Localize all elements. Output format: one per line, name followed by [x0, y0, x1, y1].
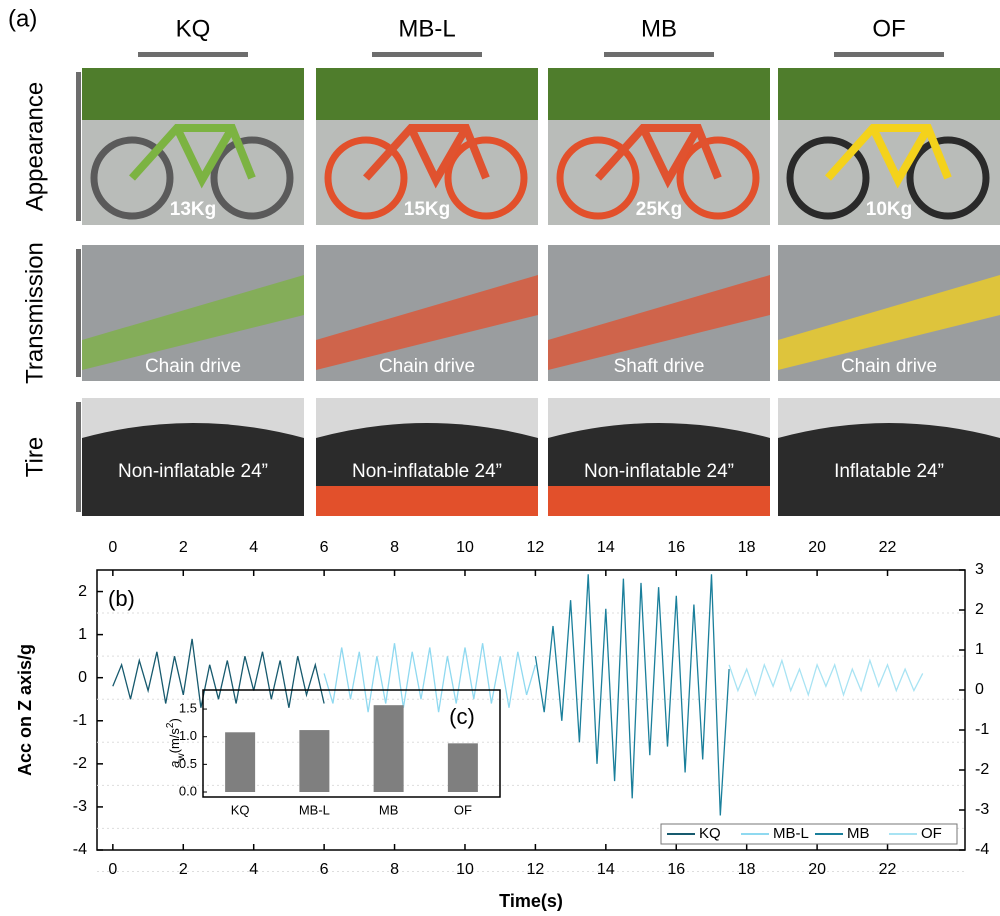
inset-x-tick-label: KQ: [231, 802, 250, 817]
x-tick-label: 14: [597, 861, 615, 878]
y2-tick-label: -2: [975, 761, 989, 778]
x-tick-label: 10: [456, 861, 474, 878]
inset-y-tick-label: 1.5: [179, 700, 197, 715]
x-tick-label: 2: [179, 861, 188, 878]
x-tick-label: 22: [879, 861, 897, 878]
x-top-tick-label: 2: [179, 539, 188, 556]
x-tick-label: 20: [808, 861, 826, 878]
x-top-tick-label: 22: [879, 539, 897, 556]
y2-tick-label: 1: [975, 641, 984, 658]
weight-caption: 10Kg: [866, 199, 912, 220]
photo-hedge: [316, 68, 538, 120]
bar: [374, 705, 404, 792]
y2-tick-label: 0: [975, 681, 984, 698]
panel-label: (b): [108, 586, 135, 611]
row-bar: [76, 249, 81, 377]
y2-tick-label: -1: [975, 721, 989, 738]
inset-y-axis-title-part: ): [167, 718, 182, 722]
x-top-tick-label: 18: [738, 539, 756, 556]
y-tick-label: 2: [78, 583, 87, 600]
y-tick-label: -3: [73, 798, 87, 815]
y-tick-label: -4: [73, 841, 87, 858]
transmission-caption: Chain drive: [379, 356, 475, 377]
x-axis-title: Time(s): [499, 891, 563, 911]
y-tick-label: 0: [78, 669, 87, 686]
y2-tick-label: 2: [975, 601, 984, 618]
inset-x-tick-label: MB-L: [299, 802, 330, 817]
header-bar: [834, 52, 944, 57]
photo-rim: [548, 486, 770, 516]
x-tick-label: 18: [738, 861, 756, 878]
x-top-tick-label: 16: [667, 539, 685, 556]
y2-tick-label: -3: [975, 801, 989, 818]
data-line: [113, 639, 324, 708]
tire-caption: Non-inflatable 24”: [352, 461, 502, 482]
bar: [225, 732, 255, 792]
row-bar: [76, 72, 81, 221]
row-header: Appearance: [21, 82, 48, 211]
x-tick-label: 6: [320, 861, 329, 878]
y2-tick-label: -4: [975, 841, 989, 858]
panel-label: (c): [449, 704, 475, 729]
x-top-tick-label: 10: [456, 539, 474, 556]
column-header: MB: [641, 15, 677, 42]
plot-frame: [97, 570, 965, 850]
y-tick-label: -2: [73, 755, 87, 772]
row-bar: [76, 402, 81, 512]
tire-caption: Non-inflatable 24”: [118, 461, 268, 482]
inset-y-axis-title-part: a: [167, 761, 182, 768]
column-header: MB-L: [398, 15, 455, 42]
x-tick-label: 4: [249, 861, 258, 878]
data-line: [535, 574, 729, 815]
y-axis-title: Acc on Z axis/g: [15, 644, 35, 776]
header-bar: [604, 52, 714, 57]
column-header: KQ: [176, 15, 211, 42]
y-tick-label: -1: [73, 712, 87, 729]
panel-label: (a): [8, 5, 37, 32]
weight-caption: 25Kg: [636, 199, 682, 220]
x-top-tick-label: 14: [597, 539, 615, 556]
y2-tick-label: 3: [975, 561, 984, 578]
photo-hedge: [778, 68, 1000, 120]
x-top-tick-label: 12: [527, 539, 545, 556]
x-top-tick-label: 20: [808, 539, 826, 556]
legend-label: MB-L: [773, 825, 809, 842]
x-tick-label: 12: [527, 861, 545, 878]
data-line: [729, 661, 923, 695]
data-line: [324, 643, 535, 712]
legend-label: KQ: [699, 825, 721, 842]
bar: [448, 743, 478, 792]
tire-caption: Inflatable 24”: [834, 461, 944, 482]
x-tick-label: 8: [390, 861, 399, 878]
header-bar: [372, 52, 482, 57]
inset-y-axis-title-part: (m/s: [167, 728, 182, 754]
tire-caption: Non-inflatable 24”: [584, 461, 734, 482]
transmission-caption: Chain drive: [841, 356, 937, 377]
legend-label: OF: [921, 825, 942, 842]
figure: (a) KQ MB-L MB OF Appearance Transmission Tire 1…: [0, 0, 1000, 916]
weight-caption: 13Kg: [170, 199, 216, 220]
weight-caption: 15Kg: [404, 199, 450, 220]
x-tick-label: 0: [108, 861, 117, 878]
header-bar: [138, 52, 248, 57]
photo-hedge: [548, 68, 770, 120]
bar: [299, 730, 329, 792]
y-tick-label: 1: [78, 626, 87, 643]
legend-label: MB: [847, 825, 870, 842]
x-top-tick-label: 6: [320, 539, 329, 556]
row-header: Tire: [21, 437, 48, 477]
x-top-tick-label: 4: [249, 539, 258, 556]
x-top-tick-label: 8: [390, 539, 399, 556]
transmission-caption: Shaft drive: [614, 356, 705, 377]
x-tick-label: 16: [667, 861, 685, 878]
photo-rim: [316, 486, 538, 516]
inset-y-tick-label: 0.0: [179, 783, 197, 798]
row-header: Transmission: [21, 242, 48, 384]
inset-x-tick-label: MB: [379, 802, 399, 817]
photo-hedge: [82, 68, 304, 120]
column-header: OF: [872, 15, 905, 42]
x-top-tick-label: 0: [108, 539, 117, 556]
transmission-caption: Chain drive: [145, 356, 241, 377]
inset-x-tick-label: OF: [454, 802, 472, 817]
